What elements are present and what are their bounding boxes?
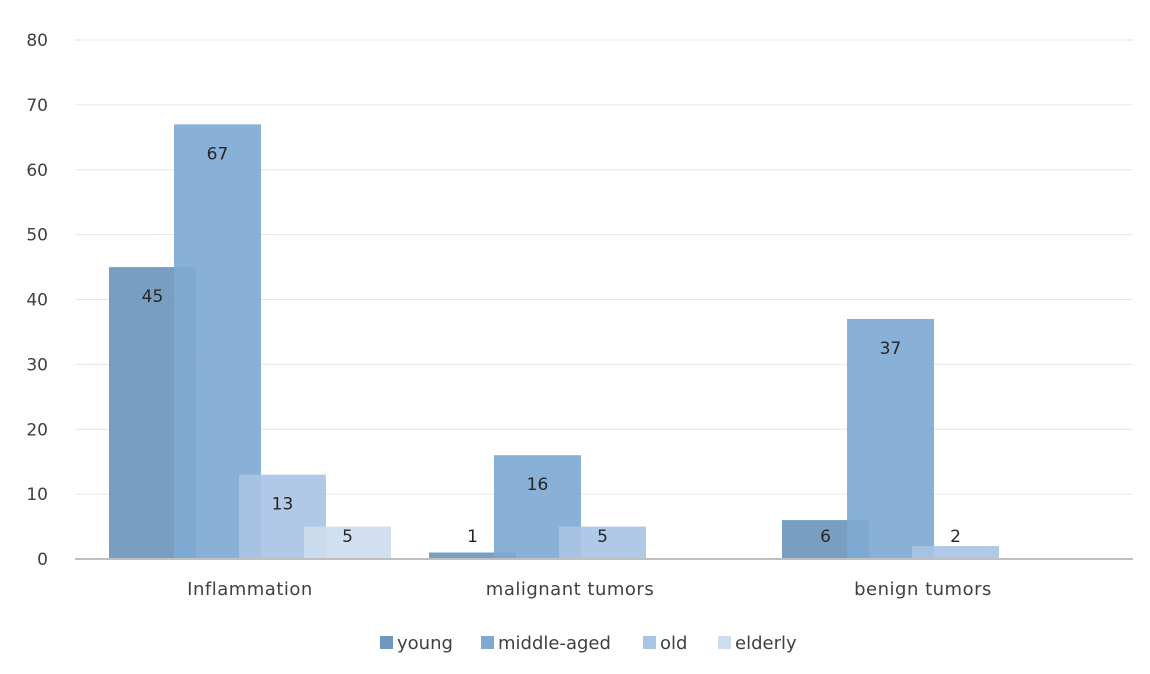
category-label: malignant tumors xyxy=(486,579,654,600)
bar-middle-aged-benign-tumors xyxy=(847,318,934,559)
legend-label-young: young xyxy=(397,633,453,654)
bars xyxy=(109,124,999,560)
y-tick-label: 50 xyxy=(26,226,48,246)
category-label: benign tumors xyxy=(854,579,992,600)
x-axis-category-labels: Inflammation malignant tumors benign tumor… xyxy=(187,579,992,600)
y-tick-label: 40 xyxy=(26,291,48,311)
y-axis-tick-labels: 0 10 20 30 40 50 60 70 80 xyxy=(26,31,48,570)
legend-swatch-old xyxy=(643,636,656,649)
bar-elderly-inflammation xyxy=(304,526,391,559)
data-label-middle-aged-benign-tumors: 37 xyxy=(880,339,902,359)
legend-swatch-middle-aged xyxy=(481,636,494,649)
y-tick-label: 10 xyxy=(26,485,48,505)
legend-label-middle-aged: middle-aged xyxy=(498,633,611,654)
y-tick-label: 70 xyxy=(26,96,48,116)
legend-label-old: old xyxy=(660,633,687,654)
data-label-old-inflammation: 13 xyxy=(272,495,294,515)
category-label: Inflammation xyxy=(187,579,313,600)
bar-old-benign-tumors xyxy=(912,546,999,559)
legend-label-elderly: elderly xyxy=(735,633,797,654)
data-label-old-benign-tumors: 2 xyxy=(950,527,961,547)
y-tick-label: 80 xyxy=(26,31,48,51)
data-label-middle-aged-inflammation: 67 xyxy=(207,144,229,164)
data-label-young-malignant-tumors: 1 xyxy=(467,527,478,547)
bar-young-malignant-tumors xyxy=(429,552,516,559)
data-label-old-malignant-tumors: 5 xyxy=(597,527,608,547)
data-label-young-benign-tumors: 6 xyxy=(820,527,831,547)
data-label-elderly-inflammation: 5 xyxy=(342,527,353,547)
data-labels: 45 67 13 5 1 16 5 6 37 2 xyxy=(142,144,961,547)
y-tick-label: 30 xyxy=(26,355,48,375)
y-tick-label: 0 xyxy=(37,550,48,570)
y-tick-label: 20 xyxy=(26,420,48,440)
data-label-young-inflammation: 45 xyxy=(142,287,164,307)
data-label-middle-aged-malignant-tumors: 16 xyxy=(527,475,549,495)
bar-old-malignant-tumors xyxy=(559,526,646,559)
legend: young middle-aged old elderly xyxy=(380,633,797,654)
y-tick-label: 60 xyxy=(26,161,48,181)
legend-swatch-young xyxy=(380,636,393,649)
legend-swatch-elderly xyxy=(718,636,731,649)
